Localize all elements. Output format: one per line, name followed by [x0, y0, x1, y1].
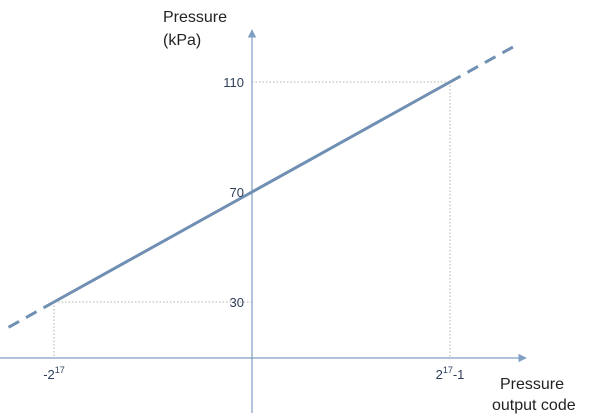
- transfer-line: [53, 80, 451, 304]
- x-axis-title-line-1: Pressure: [500, 376, 564, 393]
- extrapolation-left: [5, 300, 55, 330]
- y-tick-label: 70: [230, 185, 244, 200]
- x-tick-label: 217-1: [436, 365, 465, 382]
- x-axis-title-line-2: output code: [492, 397, 576, 414]
- x-tick-label: -217: [43, 365, 65, 382]
- y-axis-title-line-1: Pressure: [163, 9, 227, 26]
- extrapolation-right: [449, 45, 515, 84]
- y-tick-label: 110: [223, 75, 244, 90]
- y-tick-label: 30: [230, 295, 244, 310]
- y-axis-title-line-2: (kPa): [163, 32, 201, 49]
